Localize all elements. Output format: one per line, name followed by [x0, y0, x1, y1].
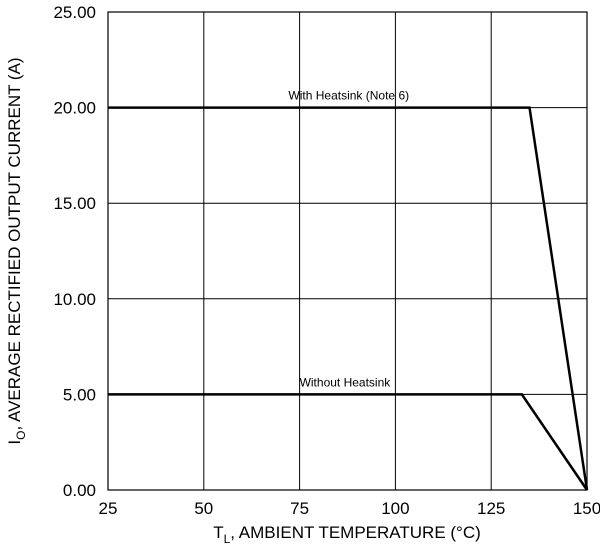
y-axis-title-subscript: O — [14, 431, 28, 440]
y-tick-label: 20.00 — [53, 99, 96, 118]
y-tick-label: 10.00 — [53, 290, 96, 309]
grid — [107, 11, 588, 491]
x-tick-label: 50 — [194, 499, 213, 518]
x-axis-title: TL, AMBIENT TEMPERATURE (°C) — [213, 523, 481, 546]
x-axis-title-subscript: L — [224, 532, 231, 546]
plot-frame — [107, 11, 588, 491]
series-layer — [108, 106, 589, 491]
series-line-with-heatsink — [108, 106, 589, 491]
series-label: Without Heatsink — [300, 375, 392, 389]
y-axis-title-rest: , AVERAGE RECTIFIED OUTPUT CURRENT (A) — [5, 57, 24, 430]
y-tick-label: 15.00 — [53, 194, 96, 213]
y-tick-label: 0.00 — [63, 481, 96, 500]
x-axis-title-prefix: T — [213, 523, 223, 542]
y-tick-label: 25.00 — [53, 3, 96, 22]
series-label: With Heatsink (Note 6) — [288, 89, 409, 103]
x-tick-label: 125 — [477, 499, 505, 518]
y-tick-label: 5.00 — [63, 385, 96, 404]
series-line-without-heatsink — [108, 393, 589, 491]
x-axis-title-rest: , AMBIENT TEMPERATURE (°C) — [230, 523, 481, 542]
x-tick-label: 75 — [290, 499, 309, 518]
x-tick-label: 150 — [573, 499, 600, 518]
x-tick-label: 25 — [99, 499, 118, 518]
y-axis-title: IO, AVERAGE RECTIFIED OUTPUT CURRENT (A) — [5, 57, 28, 444]
x-tick-labels: 25 50 75 100 125 150 — [99, 499, 600, 518]
y-tick-labels: 0.00 5.00 10.00 15.00 20.00 25.00 — [53, 3, 96, 500]
y-axis-title-prefix: I — [5, 440, 24, 445]
x-tick-label: 100 — [381, 499, 409, 518]
annotations: With Heatsink (Note 6) Without Heatsink — [288, 89, 409, 390]
